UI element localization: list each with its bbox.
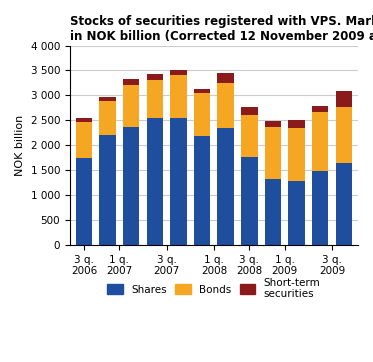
Bar (194, 93, 210, 136)
Bar (336, 92, 352, 107)
Bar (123, 127, 140, 245)
Bar (288, 181, 305, 245)
Bar (265, 127, 281, 178)
Bar (241, 157, 258, 245)
Bar (241, 107, 258, 115)
Bar (312, 171, 329, 245)
Bar (336, 163, 352, 245)
Text: Stocks of securities registered with VPS. Market values
in NOK billion (Correcte: Stocks of securities registered with VPS… (70, 15, 373, 43)
Bar (194, 89, 210, 93)
Legend: Shares, Bonds, Short-term
securities: Shares, Bonds, Short-term securities (103, 274, 325, 303)
Y-axis label: NOK billion: NOK billion (15, 115, 25, 176)
Bar (288, 120, 305, 128)
Bar (76, 118, 92, 122)
Bar (265, 178, 281, 245)
Bar (99, 97, 116, 101)
Bar (147, 118, 163, 245)
Bar (336, 107, 352, 163)
Bar (123, 79, 140, 85)
Bar (170, 75, 187, 118)
Bar (170, 70, 187, 75)
Bar (312, 106, 329, 112)
Bar (194, 136, 210, 245)
Bar (147, 80, 163, 118)
Bar (99, 101, 116, 135)
Bar (288, 128, 305, 181)
Bar (76, 122, 92, 158)
Bar (217, 128, 234, 245)
Bar (99, 135, 116, 245)
Bar (217, 83, 234, 128)
Bar (147, 75, 163, 80)
Bar (265, 121, 281, 127)
Bar (241, 115, 258, 157)
Bar (170, 118, 187, 245)
Bar (312, 112, 329, 171)
Bar (76, 158, 92, 245)
Bar (123, 85, 140, 127)
Bar (217, 73, 234, 83)
